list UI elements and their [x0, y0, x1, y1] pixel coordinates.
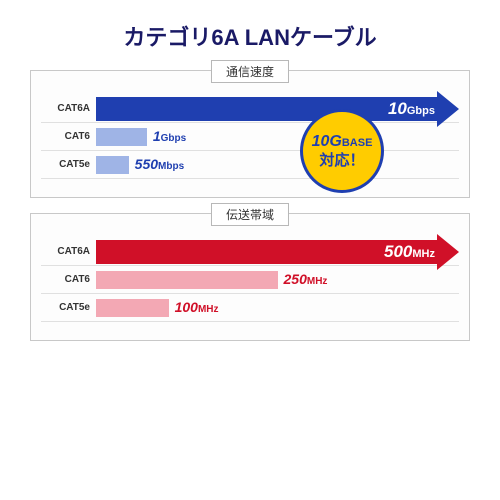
arrow-value-label: 500MHz — [384, 242, 435, 262]
bar-rows: CAT6A500MHzCAT6250MHzCAT5e100MHz — [41, 238, 459, 322]
page-title: カテゴリ6A LANケーブル — [30, 20, 470, 52]
bar-value-label: 1Gbps — [153, 128, 186, 146]
row-label: CAT6 — [41, 274, 96, 285]
chart-panel: 通信速度CAT6A10GbpsCAT61GbpsCAT5e550Mbps10GB… — [30, 70, 470, 198]
bar-value-label: 100MHz — [175, 299, 219, 317]
arrow-value-label: 10Gbps — [388, 99, 435, 119]
arrow-shaft — [96, 97, 437, 121]
row-label: CAT6A — [41, 246, 96, 257]
chart-panel: 伝送帯域CAT6A500MHzCAT6250MHzCAT5e100MHz — [30, 213, 470, 341]
bar-value-label: 250MHz — [284, 271, 328, 289]
bar: 1Gbps — [96, 128, 147, 146]
bar-area: 10Gbps — [96, 95, 459, 122]
bar-row: CAT61Gbps — [41, 123, 459, 151]
row-label: CAT5e — [41, 302, 96, 313]
bar-row: CAT6A 500MHz — [41, 238, 459, 266]
panel-title: 伝送帯域 — [211, 203, 289, 226]
row-label: CAT5e — [41, 159, 96, 170]
badge-line2: 対応！ — [319, 152, 364, 169]
arrow-head-icon — [437, 91, 459, 127]
arrow-bar: 10Gbps — [96, 97, 459, 121]
bar-area: 250MHz — [96, 266, 459, 293]
bar-rows: CAT6A10GbpsCAT61GbpsCAT5e550Mbps — [41, 95, 459, 179]
bar-area: 1Gbps — [96, 123, 459, 150]
bar: 550Mbps — [96, 156, 129, 174]
bar: 250MHz — [96, 271, 278, 289]
bar: 100MHz — [96, 299, 169, 317]
badge-line1: 10GBASE — [312, 133, 373, 151]
panel-title: 通信速度 — [211, 60, 289, 83]
feature-badge: 10GBASE対応！ — [300, 109, 384, 193]
bar-row: CAT5e550Mbps — [41, 151, 459, 179]
charts-container: 通信速度CAT6A10GbpsCAT61GbpsCAT5e550Mbps10GB… — [30, 70, 470, 341]
row-label: CAT6A — [41, 103, 96, 114]
bar-area: 550Mbps — [96, 151, 459, 178]
bar-row: CAT6A 10Gbps — [41, 95, 459, 123]
bar-row: CAT6250MHz — [41, 266, 459, 294]
row-label: CAT6 — [41, 131, 96, 142]
arrow-head-icon — [437, 234, 459, 270]
bar-area: 100MHz — [96, 294, 459, 321]
bar-area: 500MHz — [96, 238, 459, 265]
bar-value-label: 550Mbps — [135, 156, 184, 174]
bar-row: CAT5e100MHz — [41, 294, 459, 322]
arrow-bar: 500MHz — [96, 240, 459, 264]
